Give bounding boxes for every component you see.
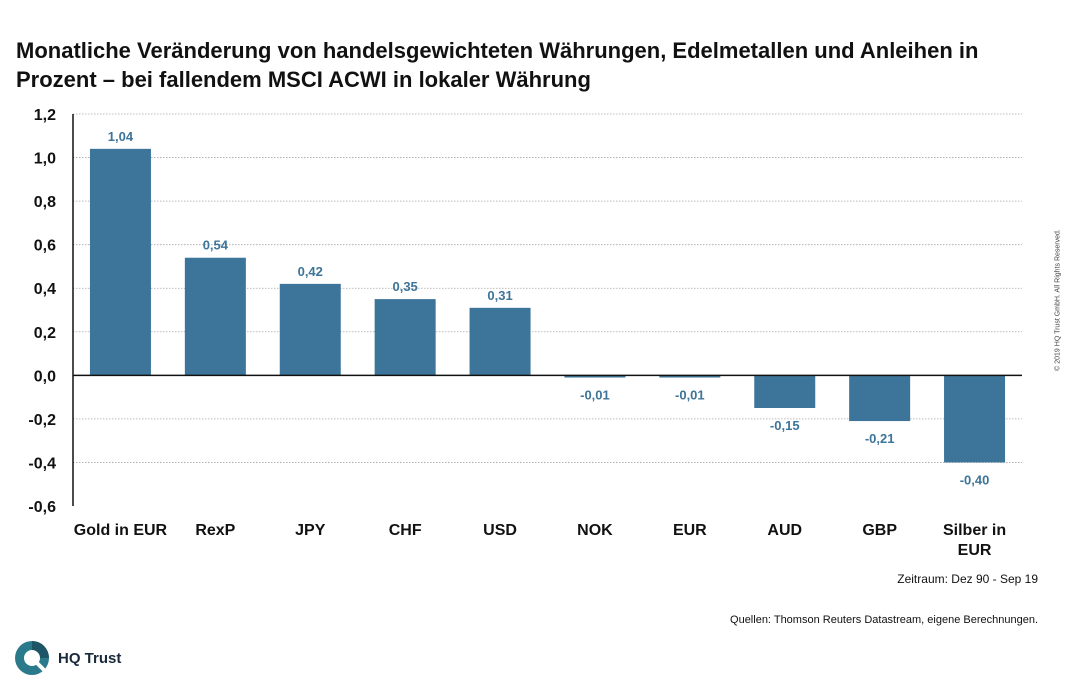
y-tick-label: 0,8: [34, 194, 56, 211]
x-tick-label: NOK: [577, 522, 613, 539]
sources-note: Quellen: Thomson Reuters Datastream, eig…: [730, 614, 1038, 626]
data-label: -0,15: [770, 418, 800, 433]
x-tick-label: Gold in EUR: [74, 522, 168, 539]
y-tick-label: -0,6: [28, 499, 56, 516]
y-tick-label: 0,4: [34, 281, 56, 298]
bar: [469, 307, 531, 376]
y-tick-label: 1,0: [34, 151, 56, 168]
y-tick-label: -0,4: [28, 455, 56, 472]
bar: [374, 299, 436, 376]
chart-title-line-1: Monatliche Veränderung von handelsgewich…: [16, 38, 979, 63]
chart-title: Monatliche Veränderung von handelsgewich…: [16, 36, 1016, 94]
period-note: Zeitraum: Dez 90 - Sep 19: [897, 572, 1038, 586]
bar: [184, 257, 246, 376]
copyright-text: © 2019 HQ Trust GmbH. All Rights Reserve…: [1054, 229, 1062, 371]
bar: [754, 375, 816, 408]
data-label: -0,21: [865, 431, 895, 446]
hq-trust-logo-icon: [15, 641, 49, 675]
x-tick-label: RexP: [195, 522, 235, 539]
bar: [944, 375, 1006, 463]
x-tick-label: CHF: [389, 522, 422, 539]
x-tick-label: JPY: [295, 522, 326, 539]
y-tick-label: -0,2: [28, 412, 56, 429]
logo-text: HQ Trust: [58, 649, 122, 667]
bar: [849, 375, 911, 422]
data-label: -0,01: [580, 388, 610, 403]
x-tick-label: USD: [483, 522, 517, 539]
hq-trust-logo: HQ Trust: [14, 640, 121, 676]
bar: [279, 283, 341, 376]
bar: [89, 148, 151, 376]
data-label: 0,35: [392, 279, 417, 294]
y-tick-label: 1,2: [34, 107, 56, 124]
bar-chart: 1,2 1,0 0,8 0,6 0,4 0,2 0,0 -0,2 -0,4 -0,6 1,04 Gol…: [28, 107, 1022, 559]
data-label: -0,40: [960, 472, 990, 487]
data-label: 0,54: [203, 238, 229, 253]
y-tick-label: 0,6: [34, 238, 56, 255]
data-label: 1,04: [108, 129, 134, 144]
bar: [564, 375, 626, 378]
y-tick-label: 0,0: [34, 368, 56, 385]
x-tick-label: Silber in: [943, 522, 1006, 539]
x-tick-label: EUR: [673, 522, 707, 539]
bar: [659, 375, 721, 378]
data-label: 0,31: [487, 288, 512, 303]
y-tick-label: 0,2: [34, 325, 56, 342]
x-tick-label: AUD: [767, 522, 802, 539]
data-label: -0,01: [675, 388, 705, 403]
data-label: 0,42: [298, 264, 323, 279]
x-tick-label: EUR: [958, 542, 992, 559]
x-tick-label: GBP: [862, 522, 897, 539]
chart-title-line-2: Prozent – bei fallendem MSCI ACWI in lok…: [16, 67, 591, 92]
